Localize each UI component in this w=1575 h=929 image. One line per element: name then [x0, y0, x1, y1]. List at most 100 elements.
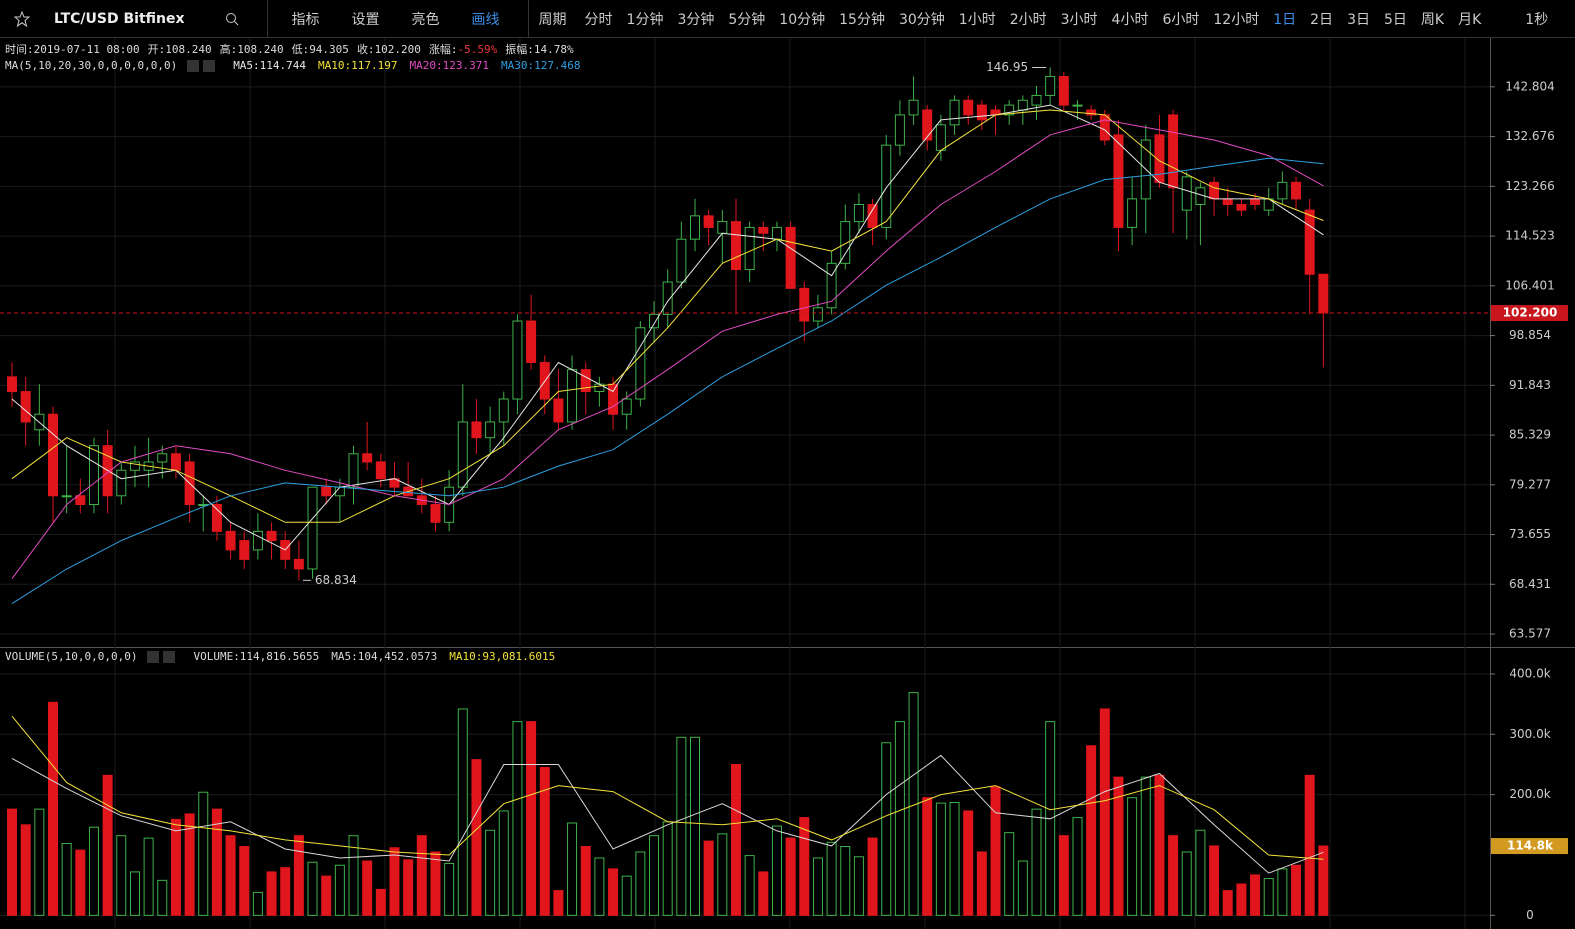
- period-button[interactable]: 1小时: [958, 11, 996, 28]
- period-button[interactable]: 1分钟: [626, 11, 664, 28]
- volume-bar: [88, 826, 99, 916]
- indicator-close[interactable]: [163, 650, 176, 663]
- legend-entry: MA30:127.468: [501, 59, 581, 72]
- ma-line: [11, 715, 1324, 860]
- volume-bar: [567, 822, 578, 916]
- candle-body: [976, 104, 987, 121]
- volume-bar: [785, 837, 796, 916]
- period-button[interactable]: 15分钟: [839, 11, 885, 28]
- period-button[interactable]: 5分钟: [728, 11, 766, 28]
- candle-body: [20, 391, 31, 423]
- info-value: 108.240: [237, 42, 284, 56]
- volume-bar: [990, 786, 1001, 916]
- volume-bar: [1222, 890, 1233, 916]
- candle-body: [75, 495, 86, 506]
- period-menu[interactable]: 周期: [538, 11, 567, 28]
- indicator-close[interactable]: [203, 59, 216, 72]
- volume-bar: [553, 890, 564, 916]
- period-button[interactable]: 12小时: [1213, 11, 1260, 28]
- candle-body: [1181, 176, 1192, 211]
- volume-bar: [416, 835, 427, 916]
- volume-bar: [1318, 845, 1329, 916]
- period-button[interactable]: 3分钟: [677, 11, 715, 28]
- tool-button[interactable]: 画线: [471, 11, 500, 28]
- candle-body: [717, 221, 728, 234]
- period-button[interactable]: 周K: [1420, 11, 1445, 28]
- period-button[interactable]: 2小时: [1009, 11, 1047, 28]
- favorite-icon[interactable]: [0, 10, 30, 27]
- volume-bar: [157, 879, 168, 916]
- info-value: 108.240: [165, 42, 212, 56]
- period-button[interactable]: 5日: [1383, 11, 1407, 28]
- indicator-settings[interactable]: [187, 59, 200, 72]
- period-button[interactable]: 3小时: [1060, 11, 1098, 28]
- volume-bar: [198, 791, 209, 916]
- volume-bar: [963, 810, 974, 916]
- candle-body: [676, 238, 687, 283]
- candle-body: [225, 530, 236, 551]
- candle-body: [826, 262, 837, 309]
- indicator-settings[interactable]: [147, 650, 160, 663]
- volume-bar: [608, 868, 619, 916]
- candle-body: [553, 398, 564, 423]
- volume-bar: [1168, 835, 1179, 916]
- tool-button[interactable]: 亮色: [411, 11, 440, 28]
- volume-bar: [881, 742, 892, 916]
- legend-entry: MA5:104,452.0573: [331, 650, 438, 663]
- period-button[interactable]: 1日: [1273, 11, 1297, 28]
- period-button[interactable]: 4小时: [1111, 11, 1149, 28]
- search-icon[interactable]: [225, 12, 239, 26]
- candle-body: [1304, 209, 1315, 275]
- info-value: 94.305: [309, 42, 349, 56]
- candle-body: [348, 453, 359, 488]
- toolbar: LTC/USD Bitfinex 指标 设置 亮色 画线 周期 分时 1分钟 3分钟 5分钟 10分…: [0, 0, 1575, 38]
- tool-button[interactable]: 指标: [291, 11, 320, 28]
- period-button[interactable]: 分时: [584, 11, 613, 28]
- candle-body: [908, 99, 919, 116]
- candle-body: [894, 114, 905, 146]
- period-button[interactable]: 3日: [1347, 11, 1370, 28]
- volume-bar: [949, 801, 960, 916]
- volume-bar: [34, 808, 45, 916]
- divider: [266, 0, 268, 38]
- period-button[interactable]: 月K: [1458, 11, 1482, 28]
- period-button[interactable]: 2日: [1310, 11, 1334, 28]
- volume-bar: [512, 721, 523, 916]
- volume-bar: [649, 835, 660, 916]
- volume-bar: [7, 808, 18, 916]
- candle-body: [1168, 114, 1179, 189]
- volume-bar: [812, 857, 823, 916]
- ma-line: [11, 157, 1324, 605]
- volume-bar: [976, 851, 987, 916]
- volume-bar: [539, 766, 550, 916]
- candle-body: [512, 320, 523, 400]
- candle-body: [498, 398, 509, 423]
- volume-bar: [853, 856, 864, 916]
- volume-bar: [307, 861, 318, 916]
- period-button[interactable]: 30分钟: [898, 11, 945, 28]
- volume-bar: [1140, 776, 1151, 916]
- divider: [527, 0, 529, 38]
- volume-bar: [758, 871, 769, 916]
- volume-bar: [170, 818, 181, 916]
- info-label: 开:: [147, 43, 166, 56]
- candle-body: [457, 421, 468, 488]
- period-button[interactable]: 10分钟: [779, 11, 826, 28]
- period-button[interactable]: 6小时: [1162, 11, 1200, 28]
- volume-bar: [444, 862, 455, 916]
- interval[interactable]: 1秒: [1525, 11, 1549, 28]
- ma-line: [11, 754, 1324, 874]
- y-tick-label: 132.676: [1505, 129, 1555, 143]
- y-tick-label: 73.655: [1509, 527, 1551, 541]
- candle-body: [853, 203, 864, 223]
- tool-button[interactable]: 设置: [351, 11, 380, 28]
- volume-bar: [1277, 868, 1288, 916]
- candle-body: [170, 453, 181, 471]
- volume-bar: [280, 867, 291, 916]
- candle-body: [252, 530, 263, 551]
- volume-bar: [867, 837, 878, 916]
- current-label: 114.8k: [1507, 839, 1554, 853]
- info-label: 收:: [356, 43, 375, 56]
- volume-bar: [375, 888, 386, 916]
